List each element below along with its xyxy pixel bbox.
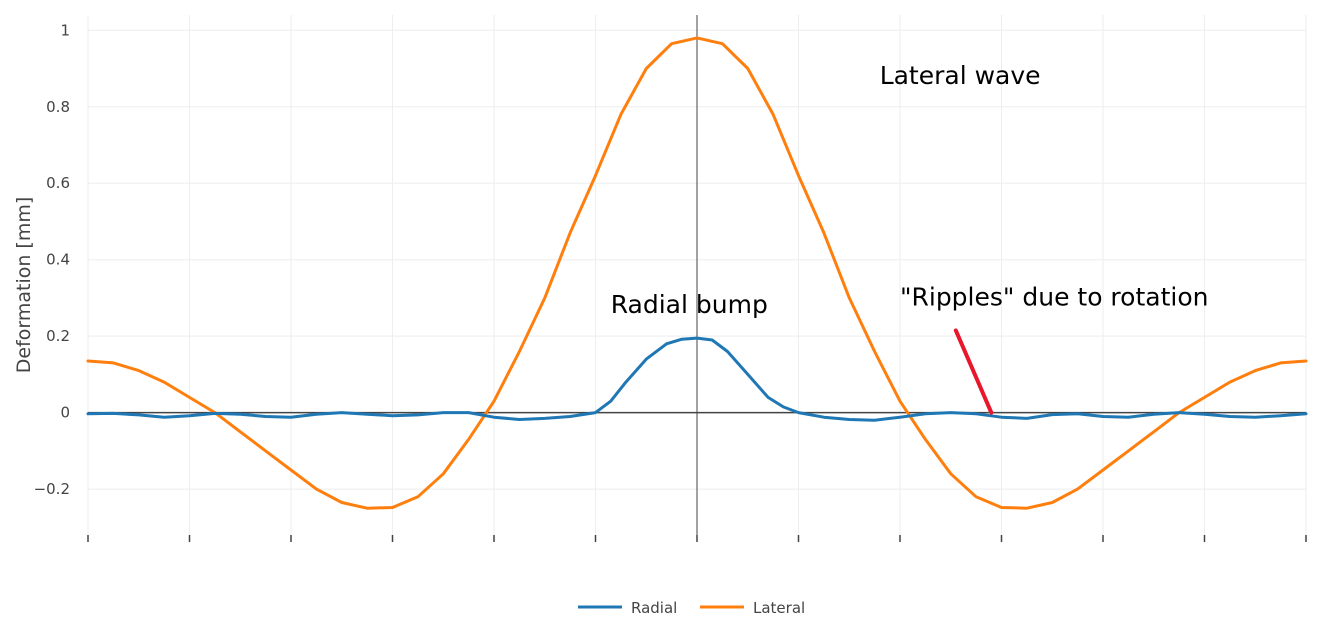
- legend-item-radial[interactable]: Radial: [578, 599, 677, 617]
- y-tick-label: 0.2: [46, 327, 70, 345]
- annotation-lateral-wave: Lateral wave: [880, 61, 1041, 90]
- annotation-radial-bump: Radial bump: [611, 290, 768, 319]
- legend-label-lateral: Lateral: [753, 599, 805, 617]
- y-tick-labels: −0.2 0 0.2 0.4 0.6 0.8 1: [34, 21, 70, 498]
- legend-label-radial: Radial: [631, 599, 677, 617]
- y-tick-label: 0: [60, 404, 70, 422]
- y-axis-title: Deformation [mm]: [13, 197, 35, 374]
- y-tick-label: 0.4: [46, 251, 70, 269]
- series-lines: [86, 36, 1308, 510]
- axes: [87, 15, 1307, 542]
- series-line-radial: [86, 336, 1308, 422]
- legend: Radial Lateral: [578, 599, 805, 617]
- annotation-arrow: [953, 328, 994, 415]
- annotations: Lateral wave Radial bump "Ripples" due t…: [611, 61, 1208, 415]
- annotation-ripples: "Ripples" due to rotation: [900, 283, 1208, 312]
- y-tick-label: −0.2: [34, 480, 70, 498]
- y-tick-label: 0.8: [46, 98, 70, 116]
- series-line-lateral: [86, 36, 1308, 510]
- y-tick-label: 1: [60, 21, 70, 39]
- y-tick-label: 0.6: [46, 174, 70, 192]
- legend-item-lateral[interactable]: Lateral: [700, 599, 805, 617]
